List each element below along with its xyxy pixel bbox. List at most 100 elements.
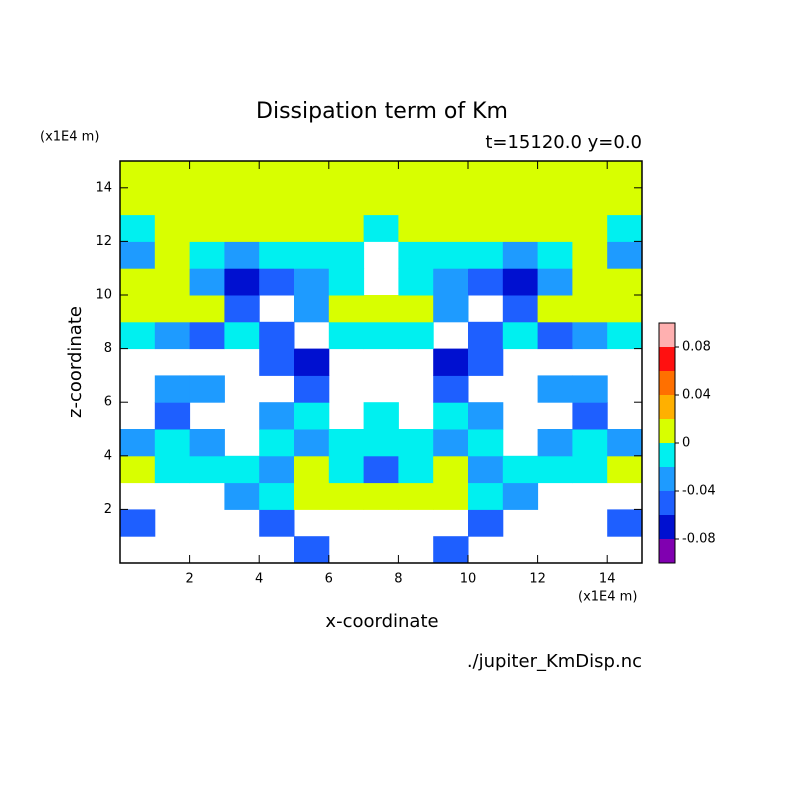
contour-cell <box>259 321 295 350</box>
contour-cell <box>537 321 573 350</box>
contour-cell <box>502 455 539 484</box>
contour-cell <box>572 268 608 296</box>
contour-cell <box>189 321 225 350</box>
contour-cell <box>572 321 608 350</box>
x-tick-label: 6 <box>325 572 333 587</box>
chart-subtitle: t=15120.0 y=0.0 <box>485 132 642 153</box>
contour-cell <box>468 509 504 537</box>
contour-cell <box>607 161 643 189</box>
contour-cell <box>363 455 399 484</box>
contour-cell <box>537 187 573 216</box>
contour-cell <box>294 375 330 403</box>
y-tick-label: 12 <box>95 234 112 249</box>
contour-cell <box>154 187 191 216</box>
contour-cell <box>398 161 434 189</box>
y-tick-label: 8 <box>104 341 112 356</box>
contour-cell <box>537 295 573 323</box>
contour-cell <box>259 348 295 376</box>
contour-cell <box>502 295 539 323</box>
contour-cell <box>572 241 608 269</box>
contour-cell <box>468 187 504 216</box>
contour-cell <box>189 455 225 484</box>
colorbar-box <box>659 371 675 395</box>
contour-cell <box>363 214 399 242</box>
contour-cell <box>398 241 434 269</box>
contour-cell <box>572 429 608 457</box>
contour-cell <box>189 295 225 323</box>
contour-cell <box>189 214 225 242</box>
contour-cell <box>259 161 295 189</box>
contour-cell <box>502 321 539 350</box>
contour-cell <box>363 402 399 430</box>
contour-cell <box>433 402 469 430</box>
contour-cell <box>259 402 295 430</box>
x-tick-label: 14 <box>599 572 616 587</box>
contour-cell <box>398 321 434 350</box>
contour-cell <box>398 455 434 484</box>
colorbar-box <box>659 491 675 515</box>
contour-cell <box>294 187 330 216</box>
colorbar-box <box>659 539 675 563</box>
contour-cell <box>224 214 260 242</box>
x-tick-label: 8 <box>394 572 402 587</box>
contour-cell <box>468 348 504 376</box>
y-tick-label: 6 <box>104 395 112 410</box>
colorbar-tick-label: -0.08 <box>682 532 716 547</box>
colorbar-box <box>659 443 675 467</box>
colorbar-tick-label: -0.04 <box>682 484 716 499</box>
contour-cell <box>294 482 330 510</box>
contour-cell <box>398 295 434 323</box>
contour-cell <box>468 455 504 484</box>
contour-cell <box>259 455 295 484</box>
contour-cell <box>502 241 539 269</box>
contour-cell <box>294 295 330 323</box>
contour-cell <box>259 509 295 537</box>
contour-cell <box>120 455 156 484</box>
contour-cell <box>502 482 539 510</box>
contour-cell <box>607 187 643 216</box>
colorbar-box <box>659 395 675 419</box>
contour-cell <box>607 268 643 296</box>
contour-cell <box>294 455 330 484</box>
contour-cell <box>433 455 469 484</box>
contour-cell <box>154 429 191 457</box>
contour-cell <box>154 268 191 296</box>
contour-cell <box>468 402 504 430</box>
contour-cell <box>607 455 643 484</box>
y-tick-label: 14 <box>95 180 112 195</box>
contour-cell <box>259 429 295 457</box>
plot-frame <box>119 160 643 564</box>
contour-cell <box>607 241 643 269</box>
source-file: ./jupiter_KmDisp.nc <box>467 651 642 672</box>
axes: 2 4 6 8 10 12 14 2 4 6 8 10 12 14 0.08 0.04 0 -0.04 -0.08 <box>95 160 716 587</box>
contour-cell <box>398 429 434 457</box>
contour-cell <box>433 268 469 296</box>
contour-cell <box>328 295 365 323</box>
contour-cell <box>189 429 225 457</box>
contour-cell <box>537 241 573 269</box>
contour-cell <box>572 187 608 216</box>
contour-cell <box>294 268 330 296</box>
contour-cell <box>224 161 260 189</box>
contour-cell <box>537 214 573 242</box>
contour-cell <box>154 214 191 242</box>
contour-cell <box>433 536 469 564</box>
contour-cell <box>572 455 608 484</box>
contour-cell <box>468 482 504 510</box>
contour-cell <box>572 161 608 189</box>
contour-cell <box>468 429 504 457</box>
contour-cell <box>607 295 643 323</box>
contour-cell <box>328 429 365 457</box>
contour-cell <box>120 321 156 350</box>
contour-cell <box>294 348 330 376</box>
contour-cell <box>572 375 608 403</box>
x-axis-label: x-coordinate <box>325 611 438 632</box>
colorbar-box <box>659 419 675 443</box>
contour-cell <box>328 482 365 510</box>
contour-cell <box>189 161 225 189</box>
contour-cell <box>120 509 156 537</box>
y-tick-label: 2 <box>104 502 112 517</box>
contour-cell <box>328 161 365 189</box>
y-axis-label: z-coordinate <box>65 306 86 418</box>
contour-cell <box>294 536 330 564</box>
